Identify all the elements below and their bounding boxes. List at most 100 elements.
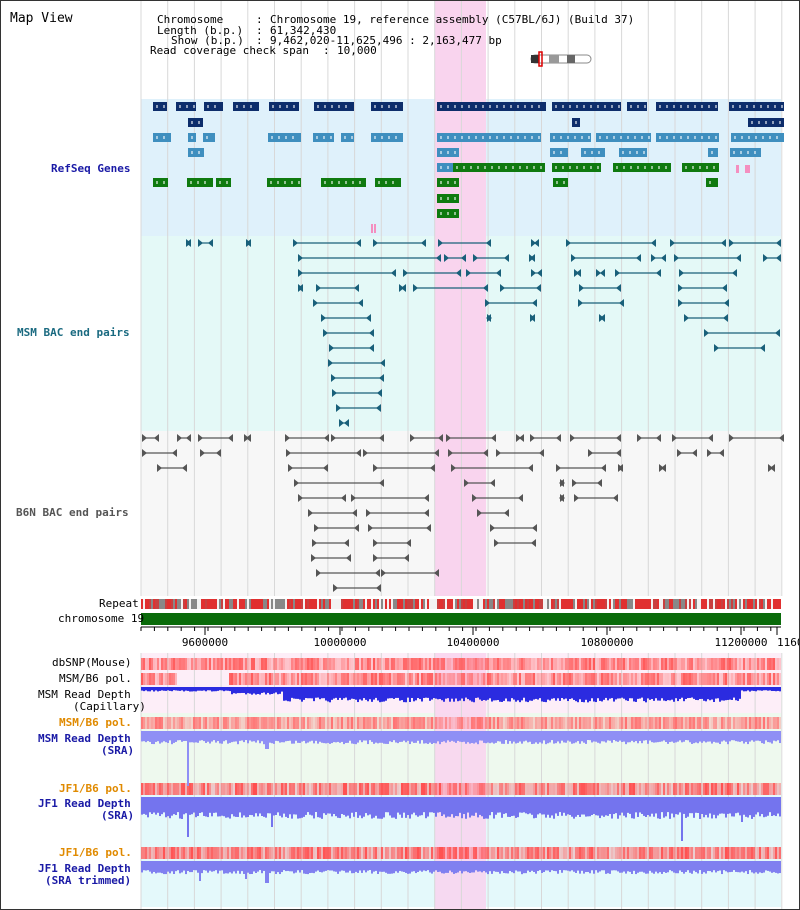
jf1-b6-pol-heat-2 (723, 847, 725, 859)
jf1-sra-depth (175, 797, 177, 816)
repeat-segment (743, 599, 745, 609)
jf1-b6-pol-heat-2 (399, 847, 401, 859)
msm-capillary-depth (703, 687, 705, 701)
jf1-b6-pol-heat (729, 783, 731, 795)
gene-exon-gap (447, 212, 449, 215)
msm-sra-depth (579, 731, 581, 744)
jf1-sra-depth (205, 797, 207, 817)
msm-b6-pol-heat-2 (163, 717, 165, 729)
track-label-refseq[interactable]: RefSeq Genes (51, 162, 131, 175)
msm-capillary-depth (167, 687, 169, 691)
msm-sra-depth (759, 731, 761, 742)
msm-b6-pol-heat-2 (451, 717, 453, 729)
msm-bac-pair-end (293, 239, 298, 247)
msm-sra-depth (465, 731, 467, 744)
msm-b6-pol-heat (519, 673, 521, 685)
jf1-trimmed-depth (629, 861, 631, 872)
msm-b6-pol-heat (447, 673, 449, 685)
repeat-segment (307, 599, 309, 609)
dbsnp-heat (371, 658, 373, 670)
track-label-jf1-b6-pol-2[interactable]: JF1/B6 pol. (59, 846, 132, 859)
jf1-trimmed-depth (617, 861, 619, 872)
jf1-sra-depth (287, 797, 289, 818)
track-label-msm-b6-pol[interactable]: MSM/B6 pol. (59, 672, 132, 685)
gene-exon-gap (156, 181, 158, 184)
msm-b6-pol-heat (357, 673, 359, 685)
msm-b6-pol-heat (285, 673, 287, 685)
msm-capillary-depth (307, 687, 309, 699)
track-label-jf1-depth-sra[interactable]: JF1 Read Depth (38, 797, 131, 810)
track-label-jf1-b6-pol[interactable]: JF1/B6 pol. (59, 782, 132, 795)
msm-sra-depth (497, 731, 499, 742)
jf1-b6-pol-heat-2 (617, 847, 619, 859)
repeat-segment (619, 599, 621, 609)
dbsnp-heat (309, 658, 311, 670)
track-label-msm-bac[interactable]: MSM BAC end pairs (17, 326, 130, 339)
jf1-b6-pol-heat-2 (685, 847, 687, 859)
msm-b6-pol-heat (725, 673, 727, 685)
msm-bac-pair-end (714, 344, 719, 352)
dbsnp-heat (199, 658, 201, 670)
jf1-b6-pol-heat-2 (291, 847, 293, 859)
jf1-trimmed-depth (311, 861, 313, 873)
track-label-msm-b6-pol-2[interactable]: MSM/B6 pol. (59, 716, 132, 729)
dbsnp-heat (723, 658, 725, 670)
jf1-b6-pol-heat-2 (523, 847, 525, 859)
msm-b6-pol-heat (415, 673, 417, 685)
gene-exon-gap (331, 181, 333, 184)
dbsnp-heat (209, 658, 211, 670)
jf1-sra-depth (411, 797, 413, 815)
msm-capillary-depth (605, 687, 607, 698)
repeat-segment (367, 599, 369, 609)
msm-b6-pol-heat-2 (707, 717, 709, 729)
dbsnp-heat (255, 658, 257, 670)
jf1-b6-pol-heat (705, 783, 707, 795)
repeat-segment (729, 599, 731, 609)
dbsnp-heat (441, 658, 443, 670)
dbsnp-heat (171, 658, 173, 670)
msm-capillary-depth (449, 687, 451, 702)
track-label-dbsnp[interactable]: dbSNP(Mouse) (52, 656, 132, 669)
b6n-bac-pair-end (516, 434, 521, 442)
msm-capillary-depth (723, 687, 725, 701)
track-label-msm-depth-sra[interactable]: MSM Read Depth (38, 732, 131, 745)
msm-b6-pol-heat (163, 673, 165, 685)
jf1-b6-pol-heat (459, 783, 461, 795)
repeat-segment (379, 599, 381, 609)
jf1-sra-depth (187, 797, 189, 837)
track-label-msm-depth-capillary[interactable]: MSM Read Depth (38, 688, 131, 701)
msm-sra-depth (347, 731, 349, 743)
track-label-jf1-depth-trimmed[interactable]: JF1 Read Depth (38, 862, 131, 875)
jf1-sra-depth (463, 797, 465, 815)
msm-b6-pol-heat (329, 673, 331, 685)
gene-exon-gap (359, 181, 361, 184)
msm-b6-pol-heat-2 (305, 717, 307, 729)
jf1-sra-depth (621, 797, 623, 813)
jf1-b6-pol-heat-2 (239, 847, 241, 859)
gene-exon-gap (454, 136, 456, 139)
jf1-b6-pol-heat (585, 783, 587, 795)
msm-sra-depth (167, 731, 169, 743)
msm-b6-pol-heat (317, 673, 319, 685)
dbsnp-heat (229, 658, 231, 670)
msm-sra-depth (151, 731, 153, 745)
track-label-repeat[interactable]: Repeat (99, 597, 139, 610)
msm-b6-pol-heat-2 (577, 717, 579, 729)
msm-capillary-depth (201, 687, 203, 691)
repeat-segment (371, 599, 373, 609)
msm-b6-pol-heat (509, 673, 511, 685)
track-label-b6n-bac[interactable]: B6N BAC end pairs (16, 506, 129, 519)
msm-sra-depth (413, 731, 415, 743)
axis-tick-label: 9600000 (182, 636, 228, 649)
b6n-bac-pair-end (616, 434, 621, 442)
b6n-bac-pair-end (379, 479, 384, 487)
gene-exon-gap (776, 136, 778, 139)
msm-b6-pol-heat (555, 673, 557, 685)
jf1-b6-pol-heat-2 (537, 847, 539, 859)
msm-bac-pair-end (438, 239, 443, 247)
jf1-sra-depth (631, 797, 633, 819)
msm-capillary-depth (489, 687, 491, 699)
jf1-b6-pol-heat-2 (639, 847, 641, 859)
jf1-b6-pol-heat (347, 783, 349, 795)
